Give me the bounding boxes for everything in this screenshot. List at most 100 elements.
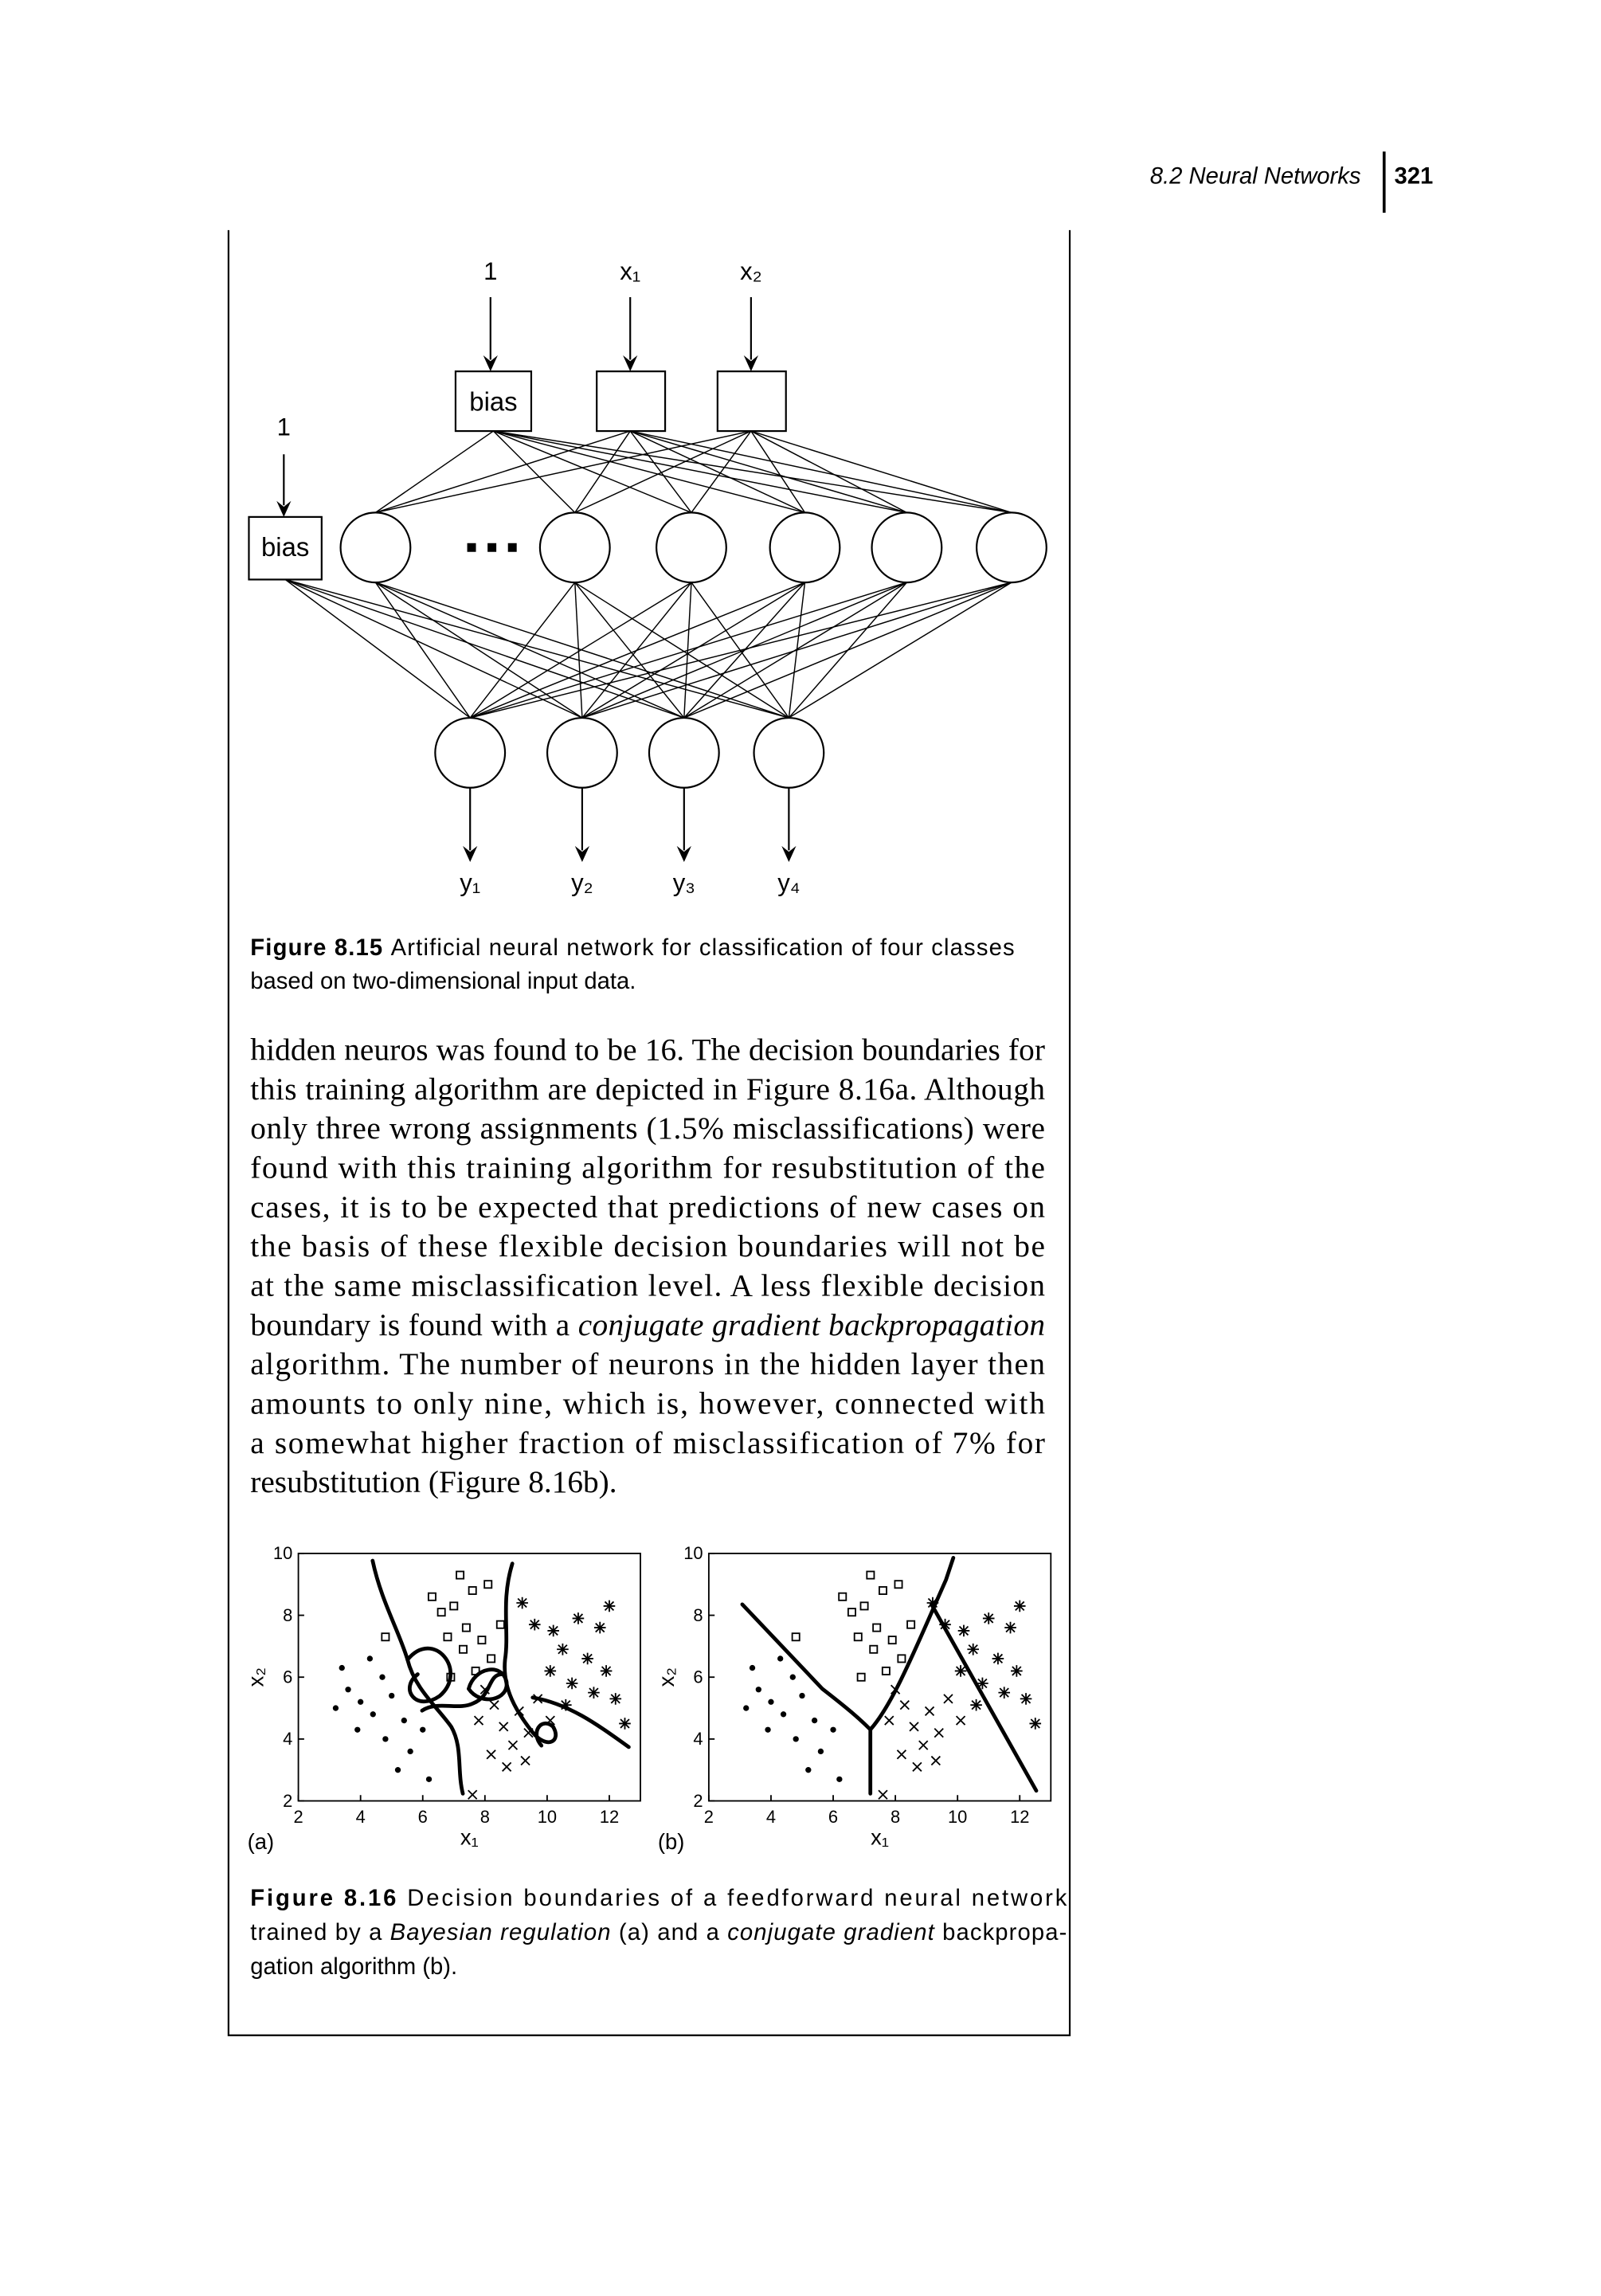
connection (574, 582, 685, 719)
point (954, 1665, 967, 1677)
point (749, 1664, 756, 1671)
connection (470, 582, 1012, 719)
x-axis-label: x₁ (871, 1824, 889, 1849)
x-tick-label: 8 (891, 1807, 900, 1827)
output-label: y₃ (673, 868, 695, 896)
point (366, 1655, 374, 1662)
text-span: trained by a (250, 1920, 382, 1945)
x-axis-label: x₁ (460, 1824, 479, 1849)
point (394, 1767, 401, 1773)
hidden-neuron (538, 511, 611, 584)
arrow-head (463, 845, 478, 862)
ellipsis-dot (487, 543, 497, 552)
arrow-head (574, 845, 590, 862)
text-line: algorithm. The number of neurons in the … (250, 1347, 1045, 1381)
y-tick-label: 10 (273, 1543, 292, 1563)
running-head: 8.2 Neural Networks (1150, 163, 1361, 189)
point (486, 1749, 496, 1760)
point (955, 1715, 966, 1726)
y-tick-label: 6 (693, 1667, 703, 1687)
point (853, 1632, 863, 1642)
boundary (370, 1558, 465, 1796)
point (436, 1608, 446, 1617)
point (998, 1687, 1011, 1698)
x-tick-label: 2 (704, 1807, 714, 1827)
connection (375, 430, 631, 514)
figure-label: Figure 8.15 (250, 935, 382, 961)
connection (630, 430, 1012, 514)
connection (691, 430, 752, 513)
hidden-neuron (976, 511, 1047, 584)
point (547, 1624, 560, 1637)
point (487, 1654, 496, 1663)
point (906, 1620, 916, 1629)
connection (683, 582, 1012, 719)
point (777, 1655, 784, 1662)
text-line: amounts to only nine, which is, however,… (250, 1386, 1045, 1420)
text-span: (a) and a (619, 1920, 720, 1945)
point (879, 1586, 887, 1595)
point (1011, 1665, 1023, 1677)
point (339, 1664, 345, 1671)
point (389, 1692, 395, 1699)
y-tick-label: 8 (283, 1605, 292, 1625)
point (817, 1748, 824, 1755)
point (982, 1612, 995, 1624)
point (789, 1674, 796, 1680)
text-line: resubstitution (Figure 8.16b). (250, 1465, 617, 1499)
point (878, 1789, 888, 1800)
connection (469, 582, 907, 719)
text-line: the basis of these flexible decision bou… (250, 1229, 1045, 1264)
y-tick-label: 4 (693, 1729, 703, 1749)
text-span: algorithm. The number of neurons in the … (250, 1347, 1045, 1381)
point (483, 1580, 493, 1589)
text-span: a somewhat higher fraction of misclassif… (250, 1426, 1045, 1460)
input-box (596, 370, 667, 433)
point (793, 1736, 799, 1742)
text-line: Figure 8.15 Artificial neural network fo… (250, 935, 1014, 961)
point (456, 1570, 465, 1580)
text-span: only three wrong assignments (1.5% miscl… (250, 1111, 1045, 1146)
text-line: only three wrong assignments (1.5% miscl… (250, 1111, 1045, 1146)
connection (374, 582, 471, 719)
x-tick-label: 10 (948, 1807, 967, 1827)
point (780, 1711, 787, 1718)
point (957, 1624, 970, 1637)
point (566, 1677, 578, 1690)
point (856, 1672, 866, 1682)
connection (284, 578, 685, 719)
point (977, 1677, 988, 1690)
figure-label: Figure 8.16 (250, 1886, 396, 1911)
ellipsis (467, 543, 517, 552)
point (520, 1755, 530, 1766)
emphasis: conjugate gradient backpropagation (578, 1308, 1045, 1342)
connection (375, 430, 494, 513)
point (967, 1643, 980, 1655)
boundary (868, 1556, 956, 1732)
connection (750, 430, 907, 514)
x-tick-label: 12 (600, 1807, 619, 1827)
connection (493, 430, 907, 514)
point (866, 1570, 875, 1580)
point (495, 1620, 505, 1629)
output-neuron (648, 716, 720, 789)
input-box (716, 370, 787, 433)
output-neuron (753, 716, 825, 789)
point (480, 1684, 490, 1695)
point (1013, 1600, 1026, 1612)
y-tick-label: 2 (283, 1791, 292, 1811)
point (924, 1706, 935, 1717)
y-axis-label: x₂ (244, 1667, 268, 1687)
connection (493, 430, 692, 514)
connection (284, 578, 471, 719)
connection (284, 578, 789, 719)
point (934, 1727, 944, 1738)
bias-label: bias (261, 532, 309, 562)
point (427, 1592, 436, 1601)
point (838, 1592, 847, 1601)
x-tick-label: 8 (480, 1807, 490, 1827)
point (884, 1715, 894, 1726)
boundary (530, 1695, 631, 1749)
point (1029, 1718, 1042, 1730)
